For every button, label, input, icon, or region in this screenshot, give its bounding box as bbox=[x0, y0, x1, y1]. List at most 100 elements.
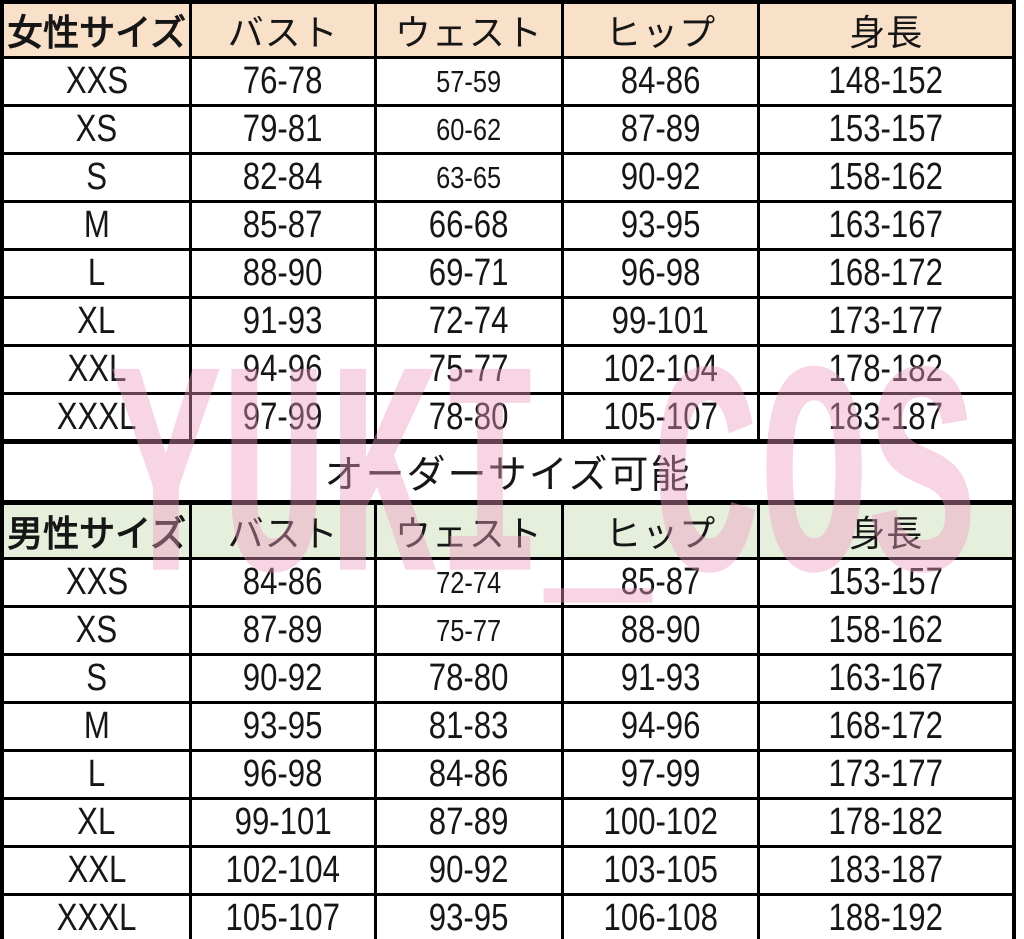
height-cell: 183-187 bbox=[757, 392, 1016, 443]
size-label-cell: XXXL bbox=[0, 392, 193, 443]
height-cell: 163-167 bbox=[757, 653, 1016, 704]
order-note-row: オーダーサイズ可能 bbox=[0, 439, 1016, 505]
waist-cell: 72-74 bbox=[373, 296, 564, 347]
size-label-cell: XS bbox=[0, 104, 193, 155]
height-column-label: 身長 bbox=[849, 514, 924, 554]
hip-cell: 93-95 bbox=[560, 200, 761, 251]
women-hip-header-cell: ヒップ bbox=[560, 0, 761, 59]
bust-cell: 105-107 bbox=[189, 893, 377, 939]
men-size-header-cell: 男性サイズ bbox=[0, 501, 193, 560]
hip-cell: 99-101 bbox=[560, 296, 761, 347]
size-label-cell: L bbox=[0, 749, 193, 800]
bust-column-label: バスト bbox=[227, 13, 339, 53]
height-cell: 173-177 bbox=[757, 749, 1016, 800]
height-cell: 163-167 bbox=[757, 200, 1016, 251]
men-header-row: 男性サイズ バスト ウェスト ヒップ 身長 bbox=[0, 501, 1016, 560]
hip-column-label: ヒップ bbox=[605, 13, 717, 53]
waist-cell: 57-59 bbox=[373, 56, 564, 107]
bust-cell: 79-81 bbox=[189, 104, 377, 155]
women-height-header-cell: 身長 bbox=[757, 0, 1016, 59]
height-column-label: 身長 bbox=[849, 13, 924, 53]
height-cell: 158-162 bbox=[757, 605, 1016, 656]
hip-cell: 85-87 bbox=[560, 557, 761, 608]
hip-cell: 105-107 bbox=[560, 392, 761, 443]
height-cell: 183-187 bbox=[757, 845, 1016, 896]
waist-column-label: ウェスト bbox=[394, 13, 543, 53]
waist-cell: 75-77 bbox=[373, 605, 564, 656]
waist-cell: 60-62 bbox=[373, 104, 564, 155]
hip-column-label: ヒップ bbox=[605, 514, 717, 554]
bust-cell: 91-93 bbox=[189, 296, 377, 347]
table-row: XXS 84-86 72-74 85-87 153-157 bbox=[0, 557, 1016, 608]
size-label-cell: S bbox=[0, 152, 193, 203]
height-cell: 178-182 bbox=[757, 344, 1016, 395]
size-label-cell: XS bbox=[0, 605, 193, 656]
height-cell: 148-152 bbox=[757, 56, 1016, 107]
waist-column-label: ウェスト bbox=[394, 514, 543, 554]
waist-cell: 66-68 bbox=[373, 200, 564, 251]
hip-cell: 100-102 bbox=[560, 797, 761, 848]
waist-cell: 75-77 bbox=[373, 344, 564, 395]
height-cell: 188-192 bbox=[757, 893, 1016, 939]
table-row: L 88-90 69-71 96-98 168-172 bbox=[0, 248, 1016, 299]
hip-cell: 84-86 bbox=[560, 56, 761, 107]
size-label-cell: XXS bbox=[0, 557, 193, 608]
bust-cell: 84-86 bbox=[189, 557, 377, 608]
hip-cell: 102-104 bbox=[560, 344, 761, 395]
hip-cell: 90-92 bbox=[560, 152, 761, 203]
height-cell: 153-157 bbox=[757, 557, 1016, 608]
hip-cell: 97-99 bbox=[560, 749, 761, 800]
table-row: XL 99-101 87-89 100-102 178-182 bbox=[0, 797, 1016, 848]
waist-cell: 72-74 bbox=[373, 557, 564, 608]
height-cell: 173-177 bbox=[757, 296, 1016, 347]
waist-cell: 84-86 bbox=[373, 749, 564, 800]
hip-cell: 91-93 bbox=[560, 653, 761, 704]
size-label-cell: L bbox=[0, 248, 193, 299]
bust-cell: 90-92 bbox=[189, 653, 377, 704]
bust-cell: 88-90 bbox=[189, 248, 377, 299]
table-row: XXL 94-96 75-77 102-104 178-182 bbox=[0, 344, 1016, 395]
size-label-cell: XXL bbox=[0, 344, 193, 395]
size-label-cell: XXXL bbox=[0, 893, 193, 939]
bust-cell: 102-104 bbox=[189, 845, 377, 896]
hip-cell: 94-96 bbox=[560, 701, 761, 752]
waist-cell: 63-65 bbox=[373, 152, 564, 203]
height-cell: 178-182 bbox=[757, 797, 1016, 848]
hip-cell: 96-98 bbox=[560, 248, 761, 299]
bust-cell: 82-84 bbox=[189, 152, 377, 203]
women-waist-header-cell: ウェスト bbox=[373, 0, 564, 59]
men-hip-header-cell: ヒップ bbox=[560, 501, 761, 560]
table-row: XXXL 105-107 93-95 106-108 188-192 bbox=[0, 893, 1016, 939]
table-row: M 93-95 81-83 94-96 168-172 bbox=[0, 701, 1016, 752]
table-row: S 90-92 78-80 91-93 163-167 bbox=[0, 653, 1016, 704]
table-row: XXS 76-78 57-59 84-86 148-152 bbox=[0, 56, 1016, 107]
height-cell: 168-172 bbox=[757, 248, 1016, 299]
size-label-cell: S bbox=[0, 653, 193, 704]
bust-cell: 94-96 bbox=[189, 344, 377, 395]
size-label-cell: XL bbox=[0, 296, 193, 347]
order-note-cell: オーダーサイズ可能 bbox=[0, 439, 1016, 505]
women-bust-header-cell: バスト bbox=[189, 0, 377, 59]
table-row: XS 79-81 60-62 87-89 153-157 bbox=[0, 104, 1016, 155]
bust-cell: 76-78 bbox=[189, 56, 377, 107]
bust-cell: 87-89 bbox=[189, 605, 377, 656]
men-height-header-cell: 身長 bbox=[757, 501, 1016, 560]
bust-cell: 93-95 bbox=[189, 701, 377, 752]
table-row: M 85-87 66-68 93-95 163-167 bbox=[0, 200, 1016, 251]
waist-cell: 78-80 bbox=[373, 653, 564, 704]
waist-cell: 90-92 bbox=[373, 845, 564, 896]
bust-cell: 97-99 bbox=[189, 392, 377, 443]
hip-cell: 87-89 bbox=[560, 104, 761, 155]
waist-cell: 87-89 bbox=[373, 797, 564, 848]
men-size-title: 男性サイズ bbox=[7, 514, 187, 554]
men-bust-header-cell: バスト bbox=[189, 501, 377, 560]
size-label-cell: XXL bbox=[0, 845, 193, 896]
bust-cell: 85-87 bbox=[189, 200, 377, 251]
table-row: XL 91-93 72-74 99-101 173-177 bbox=[0, 296, 1016, 347]
waist-cell: 93-95 bbox=[373, 893, 564, 939]
women-size-header-cell: 女性サイズ bbox=[0, 0, 193, 59]
table-row: S 82-84 63-65 90-92 158-162 bbox=[0, 152, 1016, 203]
table-row: XXL 102-104 90-92 103-105 183-187 bbox=[0, 845, 1016, 896]
